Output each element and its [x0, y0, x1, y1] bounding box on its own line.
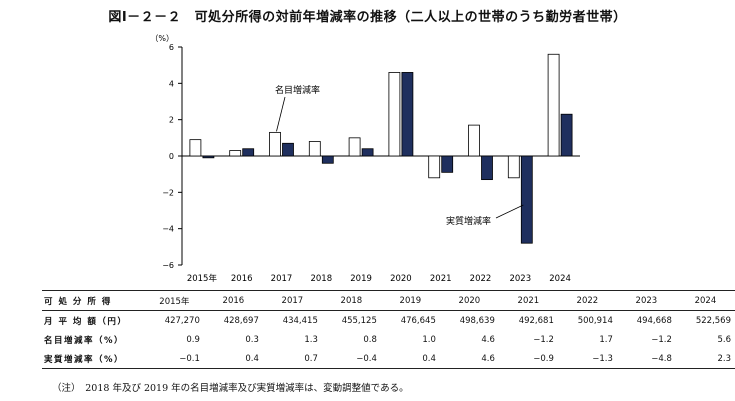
bar-real — [560, 113, 573, 157]
table-cell: −0.1 — [144, 349, 204, 369]
table-cell: 0.4 — [380, 349, 440, 369]
bar-real — [520, 155, 533, 244]
table-cell: 455,125 — [341, 315, 377, 326]
table-cell: 0.9 — [186, 334, 200, 345]
table-year-header: 2015年 — [144, 290, 204, 311]
table-row-label: 実質増減率（%） — [42, 349, 145, 369]
table-cell: 522,569 — [695, 315, 731, 326]
y-tick-label: −4 — [162, 225, 174, 234]
bar-nominal — [428, 155, 441, 179]
table-year-header: 2016 — [203, 290, 263, 311]
table-cell: −0.9 — [498, 349, 558, 369]
table-cell: −1.3 — [557, 349, 617, 369]
bar-nominal — [308, 141, 321, 157]
y-tick-label: 6 — [169, 43, 174, 52]
table-cell: −1.2 — [651, 334, 672, 345]
bar-nominal — [468, 124, 480, 157]
footnote: （注） 2018 年及び 2019 年の名目増減率及び実質増減率は、変動調整値で… — [52, 383, 409, 394]
table-cell: 4.6 — [481, 334, 495, 345]
x-tick-label: 2016 — [231, 274, 253, 284]
table-cell: 1.7 — [599, 334, 613, 345]
x-tick-label: 2024 — [549, 274, 571, 284]
table-cell: 0.8 — [363, 334, 377, 345]
table-year-header: 2020 — [439, 290, 499, 311]
table-year-header: 2017 — [262, 290, 322, 311]
x-tick-label: 2017 — [271, 274, 293, 284]
bar-real — [441, 155, 454, 173]
bar-real — [282, 142, 294, 157]
table-year-header: 2021 — [498, 290, 558, 311]
data-table: 可 処 分 所 得 2015年 2016 2017 2018 2019 2020 2021 20… — [42, 290, 735, 369]
y-tick-label: 4 — [169, 79, 174, 88]
table-cell: 500,914 — [577, 315, 613, 326]
table-cell: 427,270 — [164, 315, 200, 326]
table-row: 実質増減率（%） −0.1 0.4 0.7 −0.4 0.4 4.6 −0.9 −1.3 −4.8… — [42, 349, 735, 369]
table-cell: 494,668 — [636, 315, 672, 326]
x-tick-label: 2018 — [310, 274, 332, 284]
y-tick-label: −2 — [162, 188, 174, 197]
table-cell: 0.4 — [203, 349, 263, 369]
annotation-nominal: 名目増減率 — [275, 84, 320, 96]
table-cell: −4.8 — [616, 349, 676, 369]
bar-nominal — [229, 150, 242, 157]
bar-chart: 6 4 2 0 −2 −4 −6 （%） 2015年 2016 2017 2018 2019 2020 20… — [150, 34, 580, 284]
table-cell: 1.0 — [422, 334, 436, 345]
table-year-header: 2022 — [557, 290, 617, 311]
x-tick-label: 2022 — [470, 274, 492, 284]
table-cell: 498,639 — [459, 315, 495, 326]
bar-real — [361, 148, 374, 157]
table-cell: −0.4 — [321, 349, 381, 369]
table-year-header: 2023 — [616, 290, 676, 311]
table-cell: 5.6 — [717, 334, 731, 345]
bar-real — [401, 72, 414, 157]
table-cell: 434,415 — [282, 315, 318, 326]
bar-nominal — [547, 53, 560, 157]
table-cell: 428,697 — [223, 315, 259, 326]
table-cell: 492,681 — [518, 315, 554, 326]
table-row-label: 名目増減率（%） — [44, 335, 125, 346]
annotation-leader — [276, 96, 286, 132]
y-tick-label: −6 — [162, 261, 174, 270]
bar-real — [321, 155, 334, 164]
annotation-real: 実質増減率 — [446, 215, 491, 227]
chart-title: 図Ⅰ－２－２ 可処分所得の対前年増減率の推移（二人以上の世帯のうち勤労者世帯） — [108, 10, 627, 25]
x-tick-label: 2021 — [430, 274, 452, 284]
table-year-header: 2024 — [675, 290, 735, 311]
table-row-label: 月 平 均 額（円） — [44, 316, 128, 327]
table-cell: 2.3 — [675, 349, 735, 369]
y-axis-unit: （%） — [150, 34, 174, 43]
table-year-header: 2018 — [321, 290, 381, 311]
y-tick-label: 0 — [169, 152, 174, 161]
bar-real — [481, 155, 493, 181]
x-tick-label: 2023 — [509, 274, 531, 284]
y-tick-label: 2 — [169, 116, 174, 125]
table-header-row: 可 処 分 所 得 2015年 2016 2017 2018 2019 2020 2021 20… — [42, 290, 735, 311]
x-tick-label: 2019 — [350, 274, 372, 284]
bar-real — [242, 148, 255, 157]
bar-nominal — [348, 137, 361, 157]
table-row: 名目増減率（%） 0.9 0.3 1.3 0.8 1.0 4.6 −1.2 1.7 −1.2 5.6 — [42, 330, 735, 349]
table-year-header: 2019 — [380, 290, 440, 311]
x-tick-label: 2015年 — [187, 273, 218, 284]
table-header-label: 可 処 分 所 得 — [42, 290, 145, 311]
table-cell: 0.3 — [245, 334, 259, 345]
table-cell: 4.6 — [439, 349, 499, 369]
bar-nominal — [269, 131, 281, 157]
table-row: 月 平 均 額（円） 427,270 428,697 434,415 455,125 47… — [42, 311, 735, 331]
bar-nominal — [507, 155, 520, 179]
x-tick-label: 2020 — [390, 274, 412, 284]
bar-real — [202, 155, 215, 159]
bar-nominal — [189, 139, 202, 157]
table-cell: −1.2 — [533, 334, 554, 345]
table-cell: 1.3 — [304, 334, 318, 345]
annotation-leader — [495, 204, 524, 219]
table-cell: 476,645 — [400, 315, 436, 326]
table-cell: 0.7 — [262, 349, 322, 369]
bar-nominal — [388, 72, 401, 157]
